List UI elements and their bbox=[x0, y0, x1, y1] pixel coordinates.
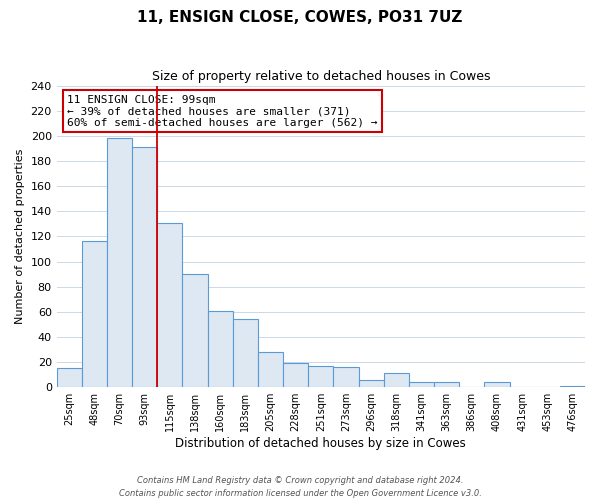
Bar bbox=[434, 382, 459, 387]
Bar bbox=[384, 374, 409, 387]
Bar bbox=[233, 320, 258, 387]
Text: 11 ENSIGN CLOSE: 99sqm
← 39% of detached houses are smaller (371)
60% of semi-de: 11 ENSIGN CLOSE: 99sqm ← 39% of detached… bbox=[67, 94, 378, 128]
Bar bbox=[258, 352, 283, 387]
Bar bbox=[359, 380, 384, 387]
Bar bbox=[157, 222, 182, 387]
Bar bbox=[56, 368, 82, 387]
Bar bbox=[409, 382, 434, 387]
Bar bbox=[208, 310, 233, 387]
Text: Contains HM Land Registry data © Crown copyright and database right 2024.
Contai: Contains HM Land Registry data © Crown c… bbox=[119, 476, 481, 498]
Title: Size of property relative to detached houses in Cowes: Size of property relative to detached ho… bbox=[152, 70, 490, 83]
Bar bbox=[107, 138, 132, 387]
X-axis label: Distribution of detached houses by size in Cowes: Distribution of detached houses by size … bbox=[175, 437, 466, 450]
Y-axis label: Number of detached properties: Number of detached properties bbox=[15, 148, 25, 324]
Bar bbox=[308, 366, 334, 387]
Bar bbox=[484, 382, 509, 387]
Bar bbox=[82, 242, 107, 387]
Bar bbox=[182, 274, 208, 387]
Bar bbox=[334, 367, 359, 387]
Bar bbox=[283, 364, 308, 387]
Bar bbox=[560, 386, 585, 387]
Bar bbox=[132, 147, 157, 387]
Text: 11, ENSIGN CLOSE, COWES, PO31 7UZ: 11, ENSIGN CLOSE, COWES, PO31 7UZ bbox=[137, 10, 463, 25]
